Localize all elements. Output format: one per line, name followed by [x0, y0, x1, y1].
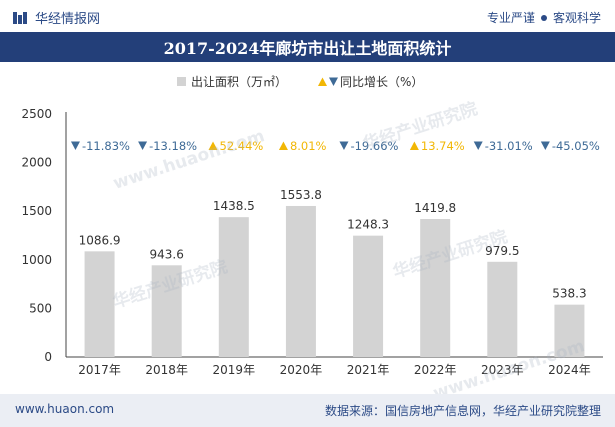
bar-value-label: 979.5 [485, 244, 519, 258]
bar [487, 261, 518, 357]
bar-value-label: 1419.8 [414, 201, 456, 215]
x-tick-label: 2019年 [213, 363, 256, 377]
x-tick-label: 2024年 [548, 363, 591, 377]
growth-value-label: -45.05% [552, 139, 600, 153]
y-tick-label: 2000 [21, 156, 52, 170]
bar-value-label: 1086.9 [79, 233, 121, 247]
legend-label-growth: 同比增长（%） [340, 75, 423, 89]
growth-value-label: 8.01% [290, 139, 327, 153]
x-tick-label: 2022年 [414, 363, 457, 377]
slogan: 专业严谨 客观科学 [487, 9, 601, 26]
growth-down-triangle-icon [339, 141, 349, 150]
growth-value-label: 13.74% [421, 139, 465, 153]
x-tick-label: 2021年 [347, 363, 390, 377]
growth-value-label: -19.66% [350, 139, 398, 153]
bar-value-label: 1553.8 [280, 188, 322, 202]
y-tick-label: 1500 [21, 204, 52, 218]
legend-down-triangle-icon [329, 77, 338, 86]
y-tick-label: 2500 [21, 107, 52, 121]
growth-value-label: -13.18% [149, 139, 197, 153]
growth-up-triangle-icon [278, 141, 288, 150]
growth-down-triangle-icon [473, 141, 483, 150]
slogan-part-2: 客观科学 [552, 11, 601, 25]
legend-label-area: 出让面积（万㎡） [191, 75, 287, 89]
growth-value-label: -31.01% [485, 139, 533, 153]
title-bar: 2017-2024年廊坊市出让土地面积统计 [0, 32, 615, 62]
footer: www.huaon.com 数据来源：国信房地产信息网，华经产业研究院整理 [0, 394, 615, 427]
legend-up-triangle-icon [318, 77, 327, 86]
bar-value-label: 943.6 [150, 247, 184, 261]
growth-up-triangle-icon [208, 141, 218, 150]
brand-name: 华经情报网 [35, 12, 101, 27]
bar [285, 205, 316, 357]
growth-up-triangle-icon [409, 141, 419, 150]
bar-value-label: 1248.3 [347, 218, 389, 232]
bar [151, 265, 182, 357]
bar-value-label: 538.3 [552, 287, 586, 301]
x-tick-label: 2023年 [481, 363, 524, 377]
legend-swatch-area [177, 77, 186, 86]
bar [84, 251, 115, 357]
bar [353, 235, 384, 357]
y-tick-label: 0 [44, 350, 52, 364]
bar [218, 217, 249, 357]
growth-value-label: 52.44% [220, 139, 264, 153]
footer-source: 数据来源：国信房地产信息网，华经产业研究院整理 [324, 404, 601, 418]
brand[interactable]: 华经情报网 [12, 8, 100, 27]
footer-site-link[interactable]: www.huaon.com [15, 402, 115, 416]
brand-logo-icon [12, 10, 28, 26]
growth-down-triangle-icon [540, 141, 550, 150]
dot-separator-icon [540, 14, 547, 21]
bar-chart: 出让面积（万㎡） 同比增长（%） 0 500 1000 1500 2000 2500 1086.… [21, 75, 603, 377]
y-tick-label: 1000 [21, 253, 52, 267]
growth-down-triangle-icon [138, 141, 148, 150]
x-tick-label: 2020年 [280, 363, 323, 377]
growth-value-label: -11.83% [82, 139, 130, 153]
bar [420, 218, 451, 357]
bar [554, 304, 585, 357]
growth-down-triangle-icon [70, 141, 80, 150]
chart-title: 2017-2024年廊坊市出让土地面积统计 [163, 39, 452, 58]
x-tick-label: 2017年 [78, 363, 121, 377]
slogan-part-1: 专业严谨 [486, 11, 535, 25]
bar-value-label: 1438.5 [213, 199, 255, 213]
top-bar: 华经情报网 专业严谨 客观科学 [0, 0, 615, 32]
y-tick-label: 500 [29, 301, 52, 315]
x-tick-label: 2018年 [145, 363, 188, 377]
